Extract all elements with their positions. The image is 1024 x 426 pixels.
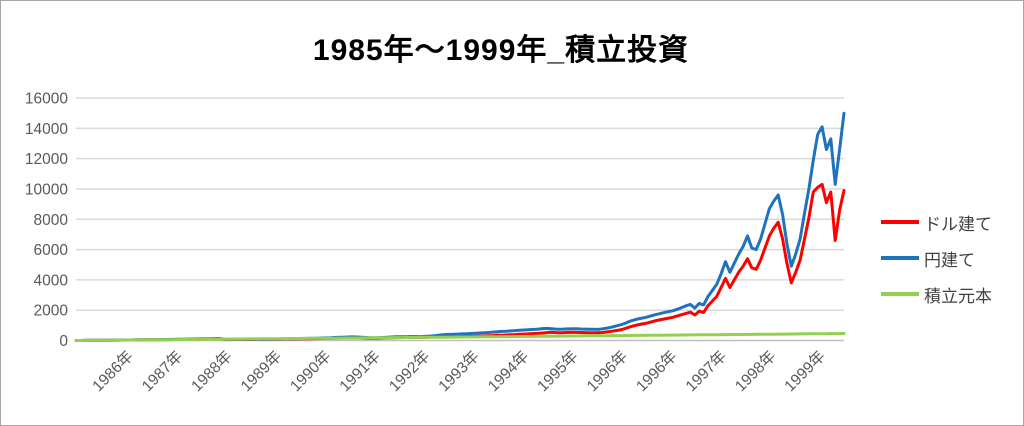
x-axis-label: 1992年 <box>385 347 433 395</box>
x-axis-label: 1994年 <box>484 347 532 395</box>
legend-label-yen: 円建て <box>924 250 975 270</box>
x-axis-label: 1998年 <box>731 347 779 395</box>
legend-item-dollar: ドル建て <box>881 204 992 240</box>
series-line-dollar <box>74 182 846 342</box>
dollar-line-swatch <box>881 220 919 224</box>
y-axis-label: 2000 <box>34 303 69 320</box>
legend-label-dollar: ドル建て <box>924 214 992 234</box>
legend-label-principal: 積立元本 <box>924 286 992 306</box>
y-axis-label: 16000 <box>25 91 68 108</box>
x-axis-label: 1991年 <box>336 347 384 395</box>
x-axis-label: 1990年 <box>286 347 334 395</box>
chart-legend: ドル建て 円建て 積立元本 <box>881 204 992 312</box>
principal-line-swatch <box>881 292 919 296</box>
y-axis-label: 10000 <box>25 181 68 198</box>
chart-title: 1985年～1999年_積立投資 <box>312 34 690 67</box>
x-axis-label: 1989年 <box>237 347 285 395</box>
y-axis-label: 4000 <box>34 272 69 289</box>
series-line-principal <box>74 332 846 342</box>
legend-item-yen: 円建て <box>881 240 992 276</box>
x-axis-label: 1988年 <box>188 347 236 395</box>
x-axis-label: 1996年 <box>632 347 680 395</box>
y-axis-label: 14000 <box>25 121 68 138</box>
x-axis-label: 1986年 <box>89 347 137 395</box>
y-axis-label: 0 <box>59 333 68 350</box>
x-axis-label: 1997年 <box>682 347 730 395</box>
y-axis-label: 8000 <box>34 212 69 229</box>
x-axis-label: 1996年 <box>583 347 631 395</box>
y-axis-label: 6000 <box>34 242 69 259</box>
x-axis-label: 1999年 <box>781 347 829 395</box>
y-axis-label: 12000 <box>25 151 68 168</box>
legend-item-principal: 積立元本 <box>881 276 992 312</box>
series-line-yen <box>74 111 846 342</box>
x-axis-label: 1987年 <box>138 347 186 395</box>
x-axis-label: 1995年 <box>534 347 582 395</box>
yen-line-swatch <box>881 256 919 260</box>
x-axis-label: 1993年 <box>435 347 483 395</box>
